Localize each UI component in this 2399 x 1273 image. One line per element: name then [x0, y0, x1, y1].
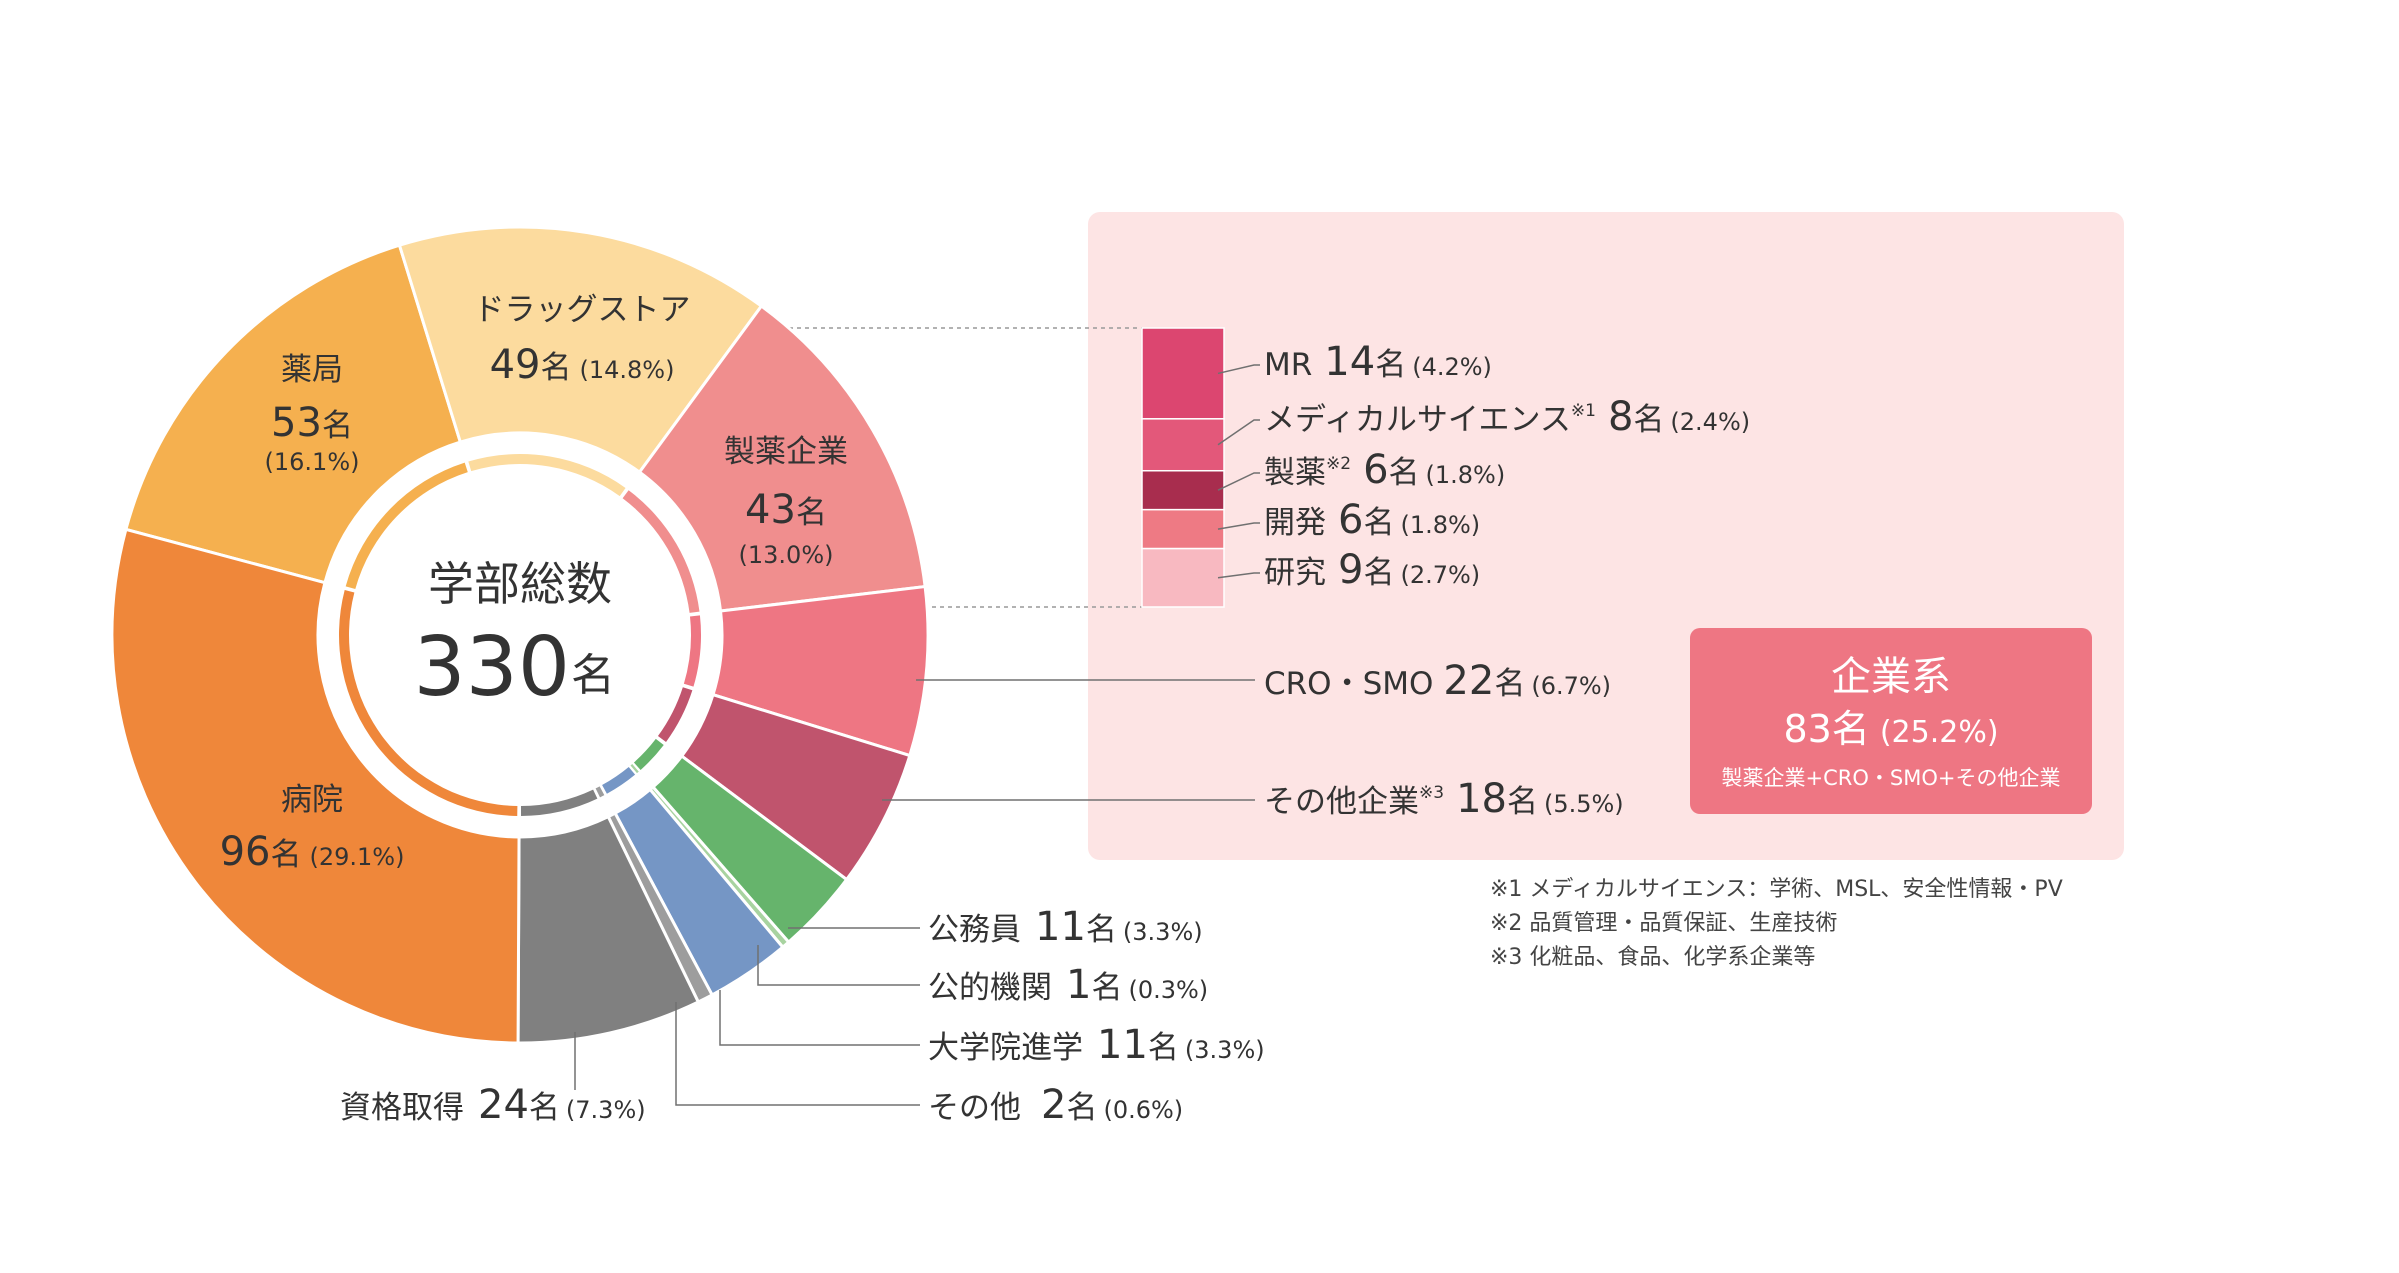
donut-slices — [110, 225, 930, 1045]
inner-ring-segment-5 — [633, 738, 664, 770]
slice-label-pharmacy: 薬局 53名 (16.1%) — [265, 352, 360, 476]
breakdown-segment-3 — [1141, 508, 1225, 550]
summary-box — [1690, 628, 2092, 814]
slice-label-other-company: その他企業※3 18名 (5.5%) — [1264, 776, 1624, 822]
leader-other — [675, 1002, 920, 1106]
inner-ring-segment-9 — [520, 789, 598, 816]
slice-label-count: 53 — [271, 400, 322, 446]
breakdown-label-4: 研究 9名 (2.7%) — [1264, 547, 1480, 593]
leader-public-agency — [757, 945, 920, 986]
slice-label-license: 資格取得 24名 (7.3%) — [340, 1082, 646, 1128]
slice-label-drugstore: ドラッグストア 49名 (14.8%) — [474, 292, 691, 388]
svg-text:96名(29.1%): 96名 (29.1%) — [220, 829, 405, 875]
slice-label-name: 病院 — [281, 782, 343, 818]
breakdown-segment-1 — [1141, 418, 1225, 472]
slice-label-count: 96 — [220, 829, 271, 875]
svg-text:43名: 43名 — [745, 487, 827, 533]
breakdown-label-1: メディカルサイエンス※1 8名 (2.4%) — [1264, 394, 1750, 440]
slice-label-pct: (16.1%) — [265, 448, 360, 476]
breakdown-label-3: 開発 6名 (1.8%) — [1264, 497, 1480, 543]
summary-title: 企業系 — [1831, 654, 1951, 700]
inner-ring-segment-8 — [595, 786, 605, 798]
donut-inner-ring — [339, 454, 701, 816]
inner-ring-segment-0 — [345, 462, 468, 590]
donut-slice-0 — [124, 243, 463, 585]
inner-ring-segment-4 — [657, 687, 693, 742]
breakdown-label-0: MR 14名 (4.2%) — [1264, 339, 1492, 385]
slice-label-grad-school: 大学院進学 11名 (3.3%) — [928, 1022, 1265, 1068]
slice-label-pct: (13.0%) — [739, 541, 834, 569]
pharma-breakdown-bar — [1141, 327, 1225, 608]
footnote-2: ※2 品質管理・品質保証、生産技術 — [1490, 911, 1837, 936]
slice-label-name: 薬局 — [281, 352, 343, 388]
center-unit: 名 — [571, 650, 615, 701]
footnote-1: ※1 メディカルサイエンス：学術、MSL、安全性情報・PV — [1490, 877, 2063, 902]
center-title: 学部総数 — [428, 557, 612, 611]
inner-ring-segment-6 — [630, 764, 639, 774]
center-total: 330 — [413, 620, 570, 715]
footnote-3: ※3 化粧品、食品、化学系企業等 — [1490, 945, 1815, 970]
summary-value: 83名 (25.2%) — [1783, 707, 1998, 751]
slice-label-name: ドラッグストア — [474, 292, 691, 328]
pharma-breakdown-labels: MR 14名 (4.2%) メディカルサイエンス※1 8名 (2.4%) 製薬※2 6名 (1.… — [1217, 339, 1750, 593]
slice-label-cro: CRO・SMO 22名 (6.7%) — [1264, 658, 1611, 704]
slice-label-name: 製薬企業 — [724, 434, 848, 470]
slice-label-hospital: 病院 96名 (29.1%) — [220, 782, 405, 875]
breakdown-segment-2 — [1141, 469, 1225, 511]
slice-label-other: その他 2名 (0.6%) — [928, 1082, 1183, 1128]
breakdown-segment-0 — [1141, 327, 1225, 420]
breakdown-leader-3 — [1217, 522, 1260, 530]
breakdown-leader-0 — [1217, 364, 1260, 375]
donut-slice-1 — [397, 225, 764, 475]
inner-ring-segment-2 — [622, 490, 700, 613]
slice-label-civil-servant: 公務員 11名 (3.3%) — [928, 904, 1203, 950]
inner-ring-segment-3 — [683, 615, 701, 687]
slice-label-pharma-company: 製薬企業 43名 (13.0%) — [724, 434, 848, 569]
donut-slice-10 — [110, 527, 521, 1045]
donut-slice-2 — [637, 303, 927, 613]
leader-lines — [574, 679, 1255, 1106]
slice-label-count: 43 — [745, 487, 796, 533]
breakdown-leader-1 — [1217, 419, 1260, 446]
inner-ring-segment-1 — [468, 454, 626, 497]
breakdown-leader-2 — [1217, 472, 1260, 491]
summary-subtitle: 製薬企業+CRO・SMO+その他企業 — [1722, 766, 2061, 790]
breakdown-segment-4 — [1141, 547, 1225, 608]
leader-grad-school — [719, 990, 920, 1046]
svg-text:53名: 53名 — [271, 400, 353, 446]
svg-text:49名(14.8%): 49名 (14.8%) — [490, 342, 675, 388]
slice-label-public-agency: 公的機関 1名 (0.3%) — [928, 962, 1208, 1008]
breakdown-leader-4 — [1217, 572, 1260, 579]
breakdown-label-2: 製薬※2 6名 (1.8%) — [1264, 447, 1505, 493]
slice-label-count: 49 — [490, 342, 541, 388]
inner-ring-segment-7 — [602, 766, 636, 794]
